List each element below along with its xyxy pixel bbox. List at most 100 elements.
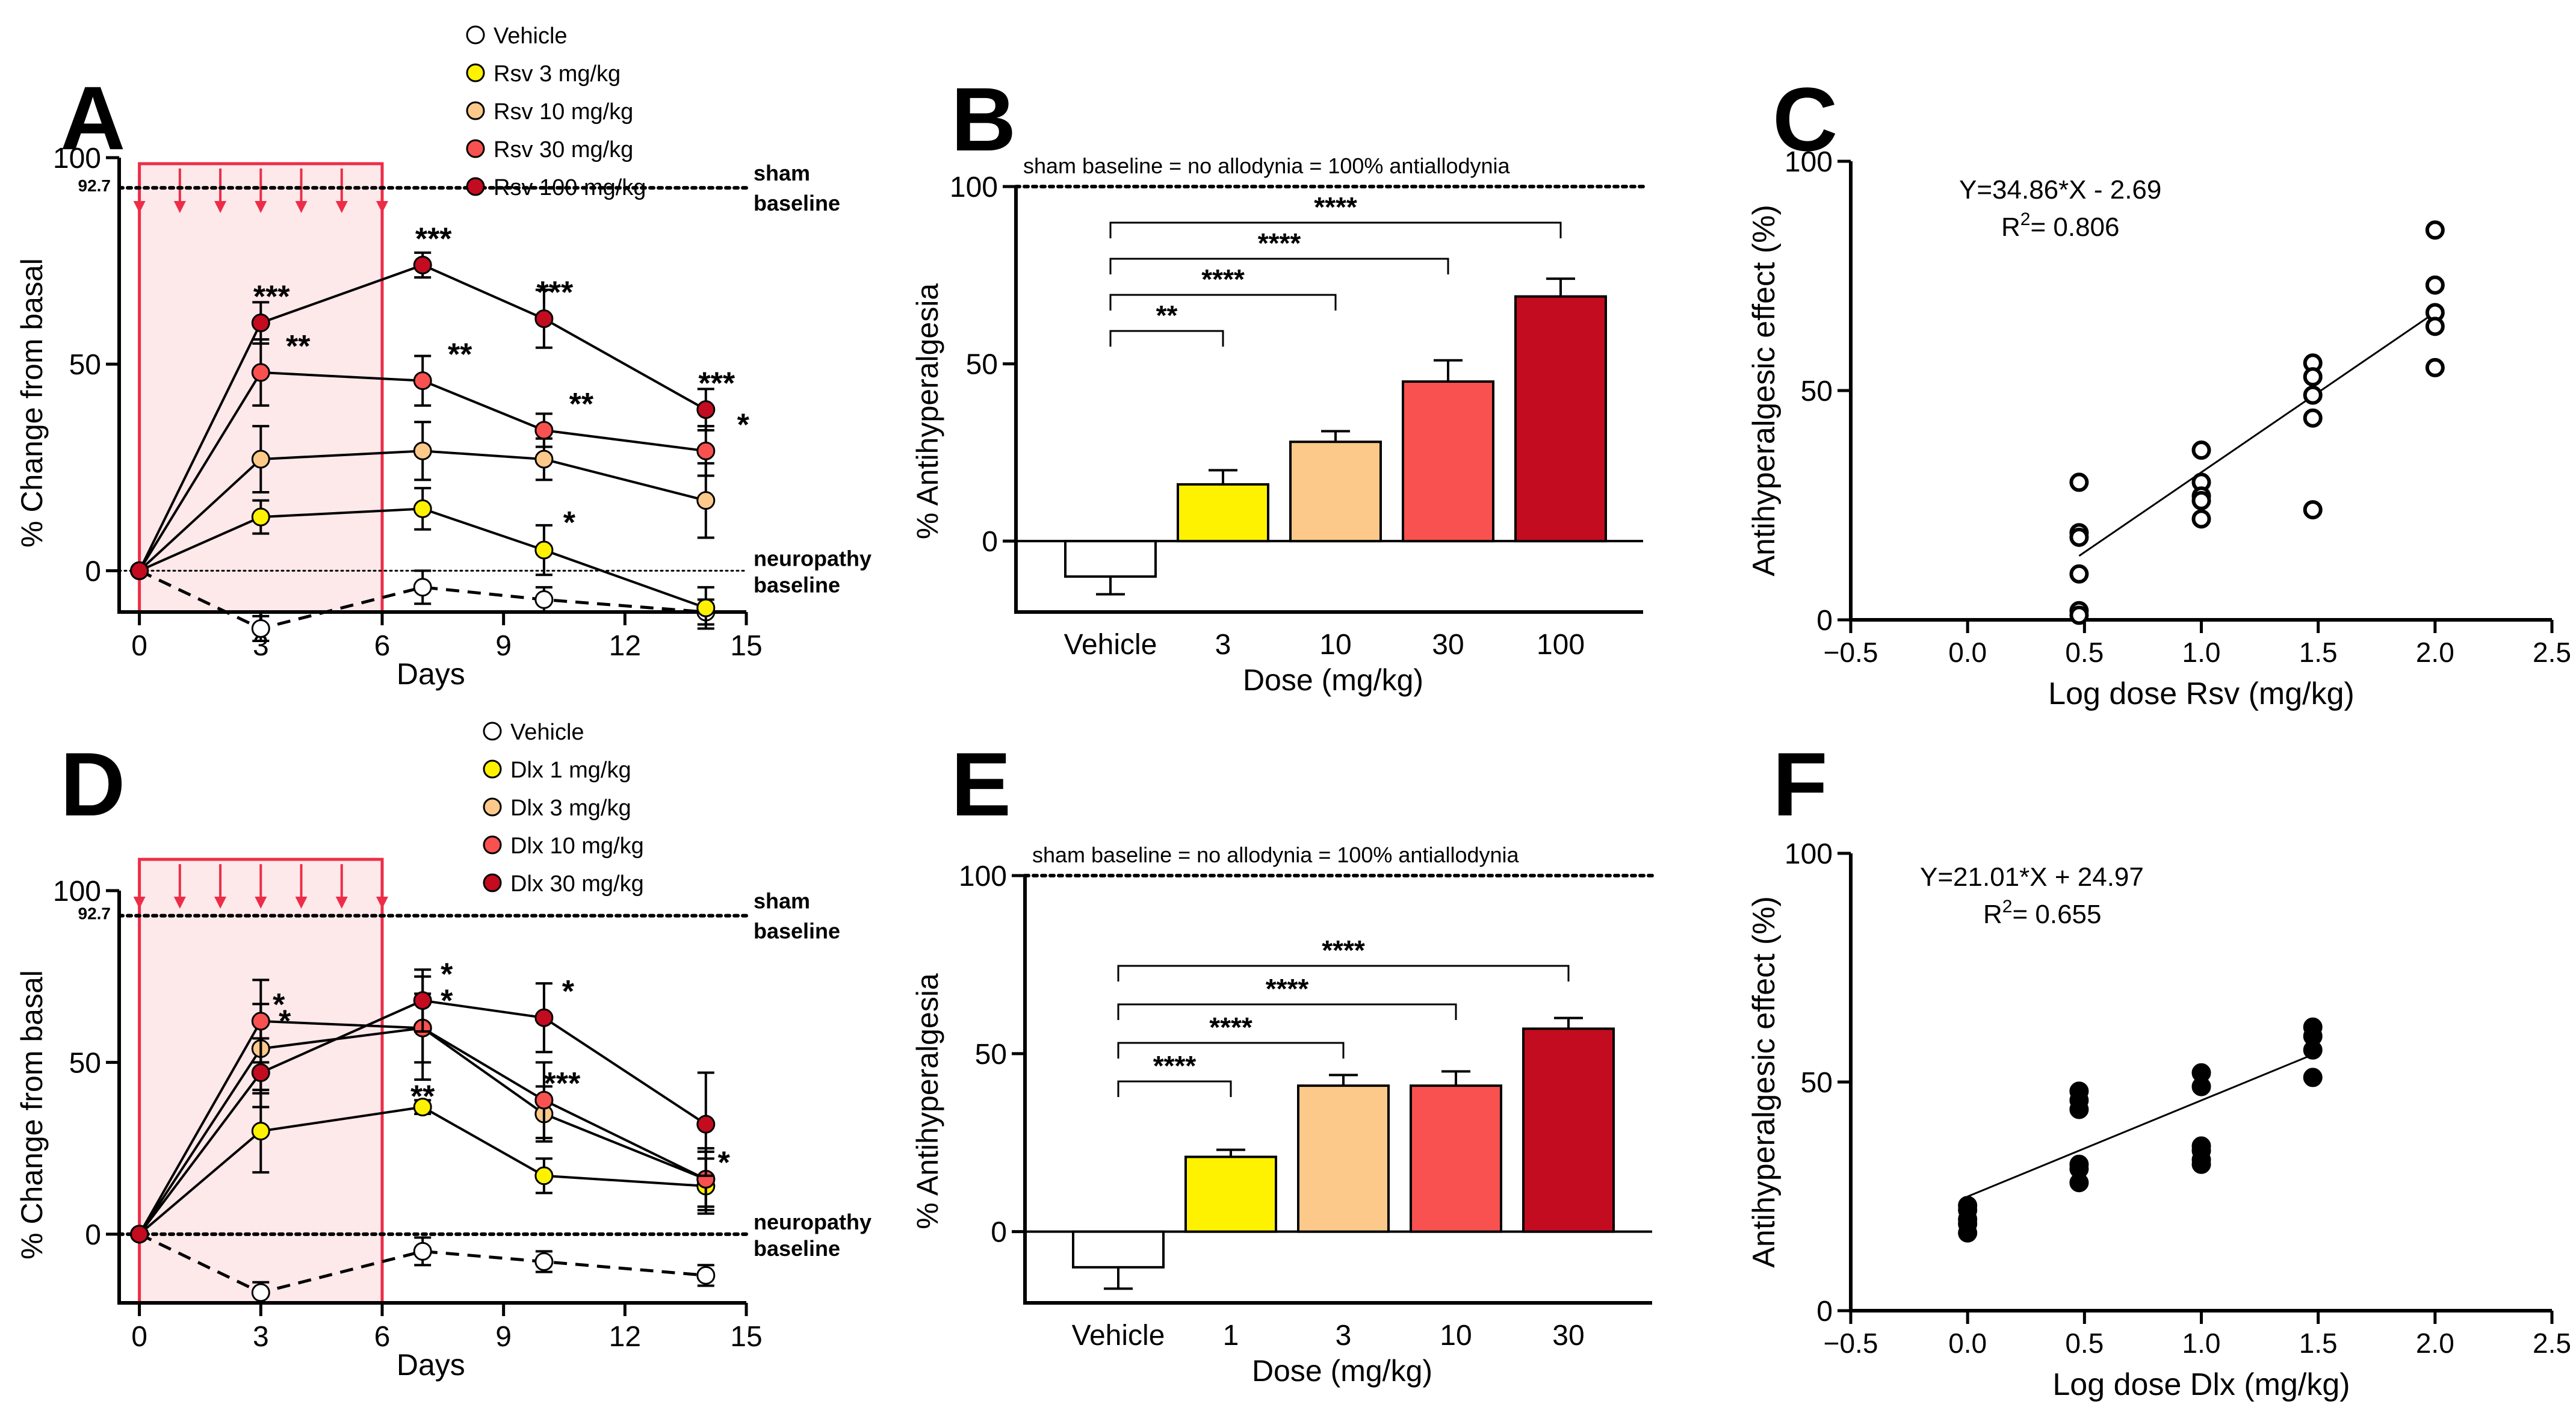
significance-stars: * (441, 983, 453, 1018)
data-point (2303, 408, 2323, 428)
significance-stars: ** (286, 329, 311, 364)
panel-letter: E (951, 734, 1011, 835)
significance-stars: **** (1258, 227, 1301, 259)
dosing-arrow-head (376, 201, 388, 213)
comparison-bracket (1117, 1042, 1345, 1059)
y-tick-label: 0 (85, 555, 101, 587)
significance-stars: *** (253, 280, 290, 315)
panel-letter: F (1773, 734, 1828, 835)
significance-stars: * (273, 988, 285, 1022)
significance-stars: *** (698, 366, 735, 401)
ref-line-label: neuropathy (754, 1210, 872, 1234)
ref-line-label: baseline (754, 919, 840, 944)
regression-line (1967, 1053, 2314, 1198)
x-tick-label: 0 (131, 630, 147, 662)
panel-letter: A (60, 67, 125, 168)
data-point (2191, 1077, 2211, 1096)
data-point (1958, 1223, 1978, 1243)
y-axis-title: Antihyperalgesic effect (%) (1747, 896, 1782, 1268)
x-tick-label: 15 (730, 1321, 762, 1353)
bar (1410, 1084, 1502, 1233)
data-point (2069, 564, 2089, 584)
legend-marker (483, 797, 502, 817)
x-axis-title: Days (397, 657, 465, 691)
data-point (2069, 472, 2089, 492)
x-tick-label: 10 (1319, 629, 1351, 661)
y-axis-title: % Antihyperalgesia (911, 283, 944, 539)
bar (1402, 380, 1494, 543)
x-tick-label: 0 (131, 1321, 147, 1353)
significance-stars: **** (1153, 1050, 1197, 1081)
data-point (413, 371, 432, 391)
data-point (413, 1098, 432, 1117)
dosing-arrow-head (133, 201, 146, 213)
reference-label: sham baseline = no allodynia = 100% anti… (1023, 153, 1511, 178)
legend-label: Rsv 100 mg/kg (494, 175, 646, 200)
x-tick-label: −0.5 (1824, 637, 1878, 668)
x-tick-label: 9 (495, 630, 512, 662)
ref-line-label: baseline (754, 572, 840, 597)
dosing-arrow-head (214, 897, 227, 909)
y-axis-title: % Change from basal (15, 970, 49, 1260)
data-point (696, 1115, 716, 1134)
data-point (2425, 357, 2445, 377)
significance-stars: * (718, 1146, 731, 1181)
y-tick-label: 50 (69, 349, 101, 381)
data-point (413, 255, 432, 274)
data-point (534, 1090, 554, 1110)
ref-line-label: baseline (754, 1236, 840, 1261)
x-tick-label: 1 (1223, 1320, 1239, 1352)
significance-stars: *** (415, 221, 452, 256)
regression-equation: Y=21.01*X + 24.97 (1920, 862, 2144, 892)
data-point (2425, 317, 2445, 336)
legend-label: Vehicle (510, 720, 584, 745)
data-point (2303, 1040, 2323, 1060)
legend-marker (483, 759, 502, 779)
significance-stars: *** (537, 276, 574, 311)
data-point (251, 1122, 270, 1141)
data-point (251, 450, 270, 469)
comparison-bracket (1109, 330, 1224, 347)
ref-tick-label: 92.7 (78, 176, 111, 195)
significance-stars: **** (1266, 973, 1309, 1004)
data-point (413, 499, 432, 518)
x-tick-label: 1.5 (2299, 1328, 2338, 1359)
y-tick-label: 100 (1785, 838, 1833, 870)
significance-stars: ** (448, 338, 472, 373)
y-tick-label: 100 (53, 876, 101, 907)
data-point (2069, 1099, 2089, 1119)
y-tick-label: 0 (982, 526, 998, 558)
legend-marker (483, 835, 502, 855)
dosing-arrow-head (376, 897, 388, 909)
comparison-bracket (1117, 1003, 1457, 1020)
comparison-bracket (1109, 294, 1337, 311)
data-point (2191, 441, 2211, 460)
x-tick-label: Vehicle (1072, 1320, 1165, 1352)
y-tick-label: 50 (1801, 376, 1833, 407)
x-tick-label: 30 (1432, 629, 1464, 661)
data-point (413, 441, 432, 460)
bar (1072, 1230, 1165, 1269)
legend-label: Rsv 30 mg/kg (494, 137, 633, 162)
data-point (696, 598, 716, 617)
x-tick-label: −0.5 (1824, 1328, 1878, 1359)
legend-label: Dlx 10 mg/kg (510, 833, 644, 859)
y-tick-label: 0 (1816, 605, 1833, 637)
x-tick-label: 12 (609, 1321, 641, 1353)
data-point (2069, 527, 2089, 547)
legend-label: Vehicle (494, 23, 568, 49)
legend-label: Dlx 30 mg/kg (510, 871, 644, 897)
ref-line-label: sham (754, 161, 810, 185)
significance-stars: * (737, 407, 750, 442)
y-tick-label: 0 (85, 1219, 101, 1251)
data-point (2303, 500, 2323, 520)
x-tick-label: 0.0 (1948, 637, 1987, 668)
y-tick-label: 100 (53, 143, 101, 175)
ref-tick-label: 92.7 (78, 904, 111, 923)
y-tick-label: 50 (69, 1047, 101, 1079)
bar (1177, 483, 1269, 543)
x-tick-label: 2.0 (2416, 637, 2454, 668)
data-point (534, 1252, 554, 1271)
x-tick-label: 1.5 (2299, 637, 2338, 668)
data-point (534, 309, 554, 329)
